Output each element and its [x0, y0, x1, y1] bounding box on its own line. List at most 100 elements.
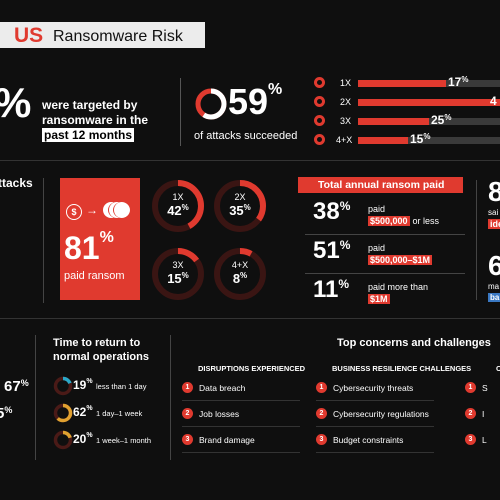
ransom-number: 51 — [313, 237, 340, 264]
paid-ring-unit: % — [243, 203, 251, 212]
paid-ring-unit: % — [181, 271, 189, 280]
concerns-title: Top concerns and challenges — [337, 337, 491, 349]
disruption-item: Brand damage — [199, 435, 255, 445]
freq-value: 17% — [448, 75, 468, 89]
disruption-item: Job losses — [199, 409, 240, 419]
divider-bottom-mid — [170, 335, 171, 460]
paid-ring-label: 1X — [172, 192, 184, 202]
dollar-icon: $ — [66, 204, 82, 220]
paid-ransom-panel — [60, 178, 140, 300]
disruption-divider — [182, 400, 300, 401]
paid-ring-unit: % — [181, 203, 189, 212]
target-icon — [314, 96, 325, 107]
ransom-title-bar — [298, 177, 463, 193]
ransom-divider — [305, 273, 465, 274]
paid-ring-value: 15% — [150, 271, 206, 286]
ransom-tag: $500,000–$1M — [368, 255, 433, 265]
recovery-title-1: Time to return to — [53, 337, 141, 349]
freq-number: 15 — [410, 132, 424, 146]
ransom-tag: $500,000 — [368, 216, 410, 226]
ransom-title: Total annual ransom paid — [318, 179, 445, 191]
ransom-divider — [305, 234, 465, 235]
col3-item: I — [482, 409, 485, 419]
targeted-line2: ransomware in the — [42, 113, 149, 127]
recovery-ring — [53, 430, 73, 450]
recovery-title-2: normal operations — [53, 351, 149, 363]
resilience-item: Cybersecurity regulations — [333, 409, 429, 419]
right-number-1: 8 — [488, 176, 500, 207]
left-cut-number-1: 67 — [4, 378, 21, 395]
succeeded-value: 59% — [228, 81, 283, 122]
freq-unit: % — [423, 132, 431, 141]
resilience-divider — [316, 400, 434, 401]
col3-item: L — [482, 435, 487, 445]
recovery-value: 19% — [73, 378, 93, 392]
recovery-text: 1 day–1 week — [96, 409, 143, 418]
paid-ring — [214, 180, 266, 232]
recovery-number: 19 — [73, 378, 87, 392]
rank-badge: 2 — [316, 408, 327, 419]
ransom-desc: paid — [368, 204, 386, 214]
right-tag-2: ba — [488, 293, 500, 302]
recovery-title: Time to return to normal operations — [53, 336, 149, 364]
paid-ring-value: 42% — [150, 203, 206, 218]
target-icon-center — [317, 80, 322, 85]
target-icon-center — [317, 137, 322, 142]
left-cut-value-2: 5% — [0, 405, 12, 422]
freq-unit: % — [461, 75, 469, 84]
rank-badge: 2 — [465, 408, 476, 419]
ransom-value: 38% — [313, 200, 350, 224]
paid-ring — [152, 248, 204, 300]
rank-badge: 1 — [465, 382, 476, 393]
recovery-number: 20 — [73, 432, 87, 446]
freq-label: 3X — [340, 116, 352, 126]
recovery-ring — [53, 403, 73, 423]
target-icon-center — [317, 99, 322, 104]
ransom-tail: or less — [412, 216, 440, 226]
left-cut-value-1: 67% — [4, 378, 29, 395]
paid-ring-number: 42 — [167, 203, 182, 218]
paid-ring — [214, 248, 266, 300]
target-icon — [314, 115, 325, 126]
recovery-number: 62 — [73, 405, 87, 419]
divider-bottom-left — [35, 335, 36, 460]
resilience-divider — [316, 426, 434, 427]
paid-ring — [152, 180, 204, 232]
resilience-divider — [316, 452, 434, 453]
succeeded-unit: % — [268, 81, 283, 98]
ransom-value: 51% — [313, 239, 350, 263]
title-bar — [0, 22, 205, 48]
freq-value: 25% — [431, 113, 451, 127]
paid-ring-value: 35% — [212, 203, 268, 218]
paid-ring-number: 35 — [229, 203, 244, 218]
target-icon — [314, 77, 325, 88]
freq-label: 2X — [340, 97, 352, 107]
divider-right — [476, 180, 477, 300]
ransom-desc: paid more than — [368, 282, 429, 292]
paid-ring-number: 15 — [167, 271, 182, 286]
freq-bar-track — [358, 137, 500, 144]
paid-ring-label: 4+X — [231, 260, 249, 270]
ransom-text: paid $500,000–$1M — [368, 242, 468, 266]
arrow-icon: → — [86, 203, 98, 217]
freq-unit: % — [444, 113, 452, 122]
freq-number: 17 — [448, 75, 462, 89]
recovery-value: 20% — [73, 432, 93, 446]
right-tag-1: ide — [488, 219, 500, 229]
right-number-2: 6 — [488, 250, 500, 281]
rank-badge: 2 — [182, 408, 193, 419]
paid-ring-label: 2X — [234, 192, 246, 202]
col1-header: DISRUPTIONS EXPERIENCED — [198, 364, 306, 373]
freq-number: 4 — [490, 94, 497, 108]
rank-badge: 3 — [316, 434, 327, 445]
rank-badge: 1 — [316, 382, 327, 393]
recovery-value: 62% — [73, 405, 93, 419]
divider-left — [43, 178, 44, 303]
target-icon — [314, 134, 325, 145]
right-text-1: sai — [488, 208, 499, 217]
recovery-text: 1 week–1 month — [96, 436, 152, 445]
ransom-text: paid $500,000 or less — [368, 203, 468, 227]
recovery-ring — [53, 376, 73, 396]
disruption-item: Data breach — [199, 383, 246, 393]
succeeded-number: 59 — [228, 81, 269, 122]
